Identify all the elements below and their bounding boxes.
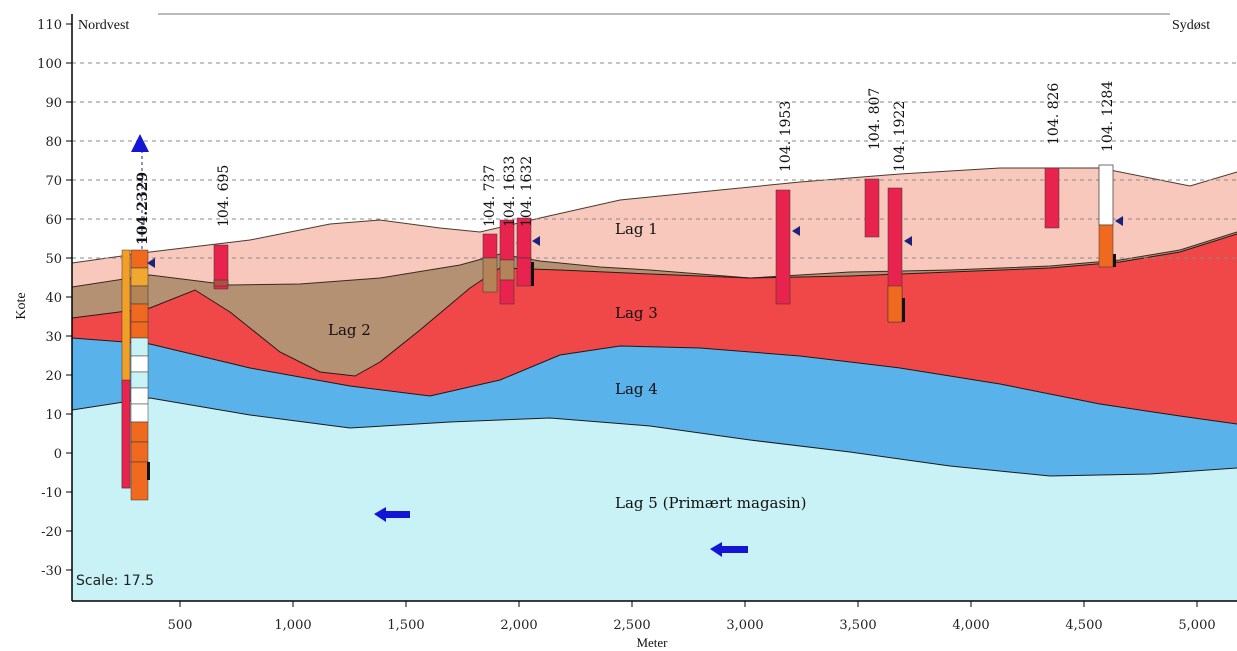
borehole-104-807 — [864, 178, 880, 238]
direction-label-northwest: Nordvest — [78, 18, 129, 33]
borehole-label: 104. 1632 — [519, 156, 535, 227]
borehole-label: 104. 1953 — [778, 101, 794, 172]
direction-label-southeast: Sydøst — [1172, 18, 1210, 33]
layer-5 — [72, 398, 1237, 601]
water-level-marker-icon — [1115, 216, 1123, 226]
borehole-labels: 104.2329 104. 695 104. 737 104. 1633 104… — [135, 81, 1116, 245]
water-level-marker-icon — [904, 236, 912, 246]
water-level-marker-icon — [532, 236, 540, 246]
borehole-label: 104. 695 — [216, 165, 232, 227]
borehole-label: 104. 1284 — [1100, 81, 1116, 152]
flow-arrows — [374, 507, 748, 557]
y-tick-label: 50 — [45, 252, 62, 267]
y-tick-label: 80 — [45, 135, 62, 150]
y-tick-label: 20 — [45, 369, 62, 384]
y-tick-label: 70 — [45, 174, 62, 189]
boreholes — [121, 134, 1123, 501]
borehole-104-1633 — [499, 219, 524, 305]
water-level-marker-icon — [147, 258, 155, 268]
x-tick-label: 2,500 — [613, 618, 650, 633]
layer-4 — [72, 338, 1237, 476]
borehole-label: 104. 737 — [482, 165, 498, 227]
layer-2 — [72, 232, 1237, 376]
borehole-104-1922 — [887, 187, 912, 323]
y-tick-label: -20 — [41, 525, 62, 540]
x-tick-label: 5,000 — [1178, 618, 1215, 633]
y-tick-label: -10 — [41, 486, 62, 501]
x-tick-label: 3,500 — [839, 618, 876, 633]
borehole-104-1953 — [775, 189, 800, 305]
x-tick-label: 4,000 — [952, 618, 989, 633]
layer-label-5: Lag 5 (Primært magasin) — [615, 494, 807, 512]
x-tick-label: 1,500 — [387, 618, 424, 633]
borehole-label: 104. 1633 — [502, 156, 518, 227]
gridlines — [72, 62, 1237, 259]
geology-layers — [71, 167, 1237, 601]
borehole-104-1632 — [516, 217, 540, 287]
y-tick-label: 30 — [45, 330, 62, 345]
borehole-104-826 — [1044, 167, 1060, 229]
y-axis-ticks — [66, 23, 72, 571]
scale-label: Scale: 17.5 — [76, 573, 154, 589]
borehole-104-2329 — [121, 134, 155, 501]
x-axis-tick-labels: 500 1,000 1,500 2,000 2,500 3,000 3,500 … — [168, 618, 1216, 633]
x-axis-title: Meter — [636, 635, 668, 650]
layer-label-4: Lag 4 — [615, 380, 658, 398]
y-tick-label: 110 — [37, 18, 62, 33]
borehole-104-1284 — [1098, 164, 1123, 268]
layer-label-1: Lag 1 — [615, 220, 658, 238]
layer-label-2: Lag 2 — [328, 321, 371, 339]
borehole-label: 104. 807 — [867, 88, 883, 150]
x-tick-label: 500 — [168, 618, 193, 633]
y-tick-label: 100 — [37, 57, 62, 72]
layer-1 — [72, 168, 1237, 287]
x-tick-label: 2,000 — [500, 618, 537, 633]
y-tick-label: 0 — [54, 447, 62, 462]
y-axis-tick-labels: 110 100 90 80 70 60 50 40 30 20 10 0 -10… — [37, 18, 62, 579]
borehole-label: 104. 826 — [1046, 83, 1062, 145]
y-tick-label: 10 — [45, 408, 62, 423]
borehole-104-737 — [482, 233, 498, 293]
artesian-arrow-icon — [131, 134, 149, 152]
borehole-104-695 — [213, 244, 229, 290]
water-level-marker-icon — [792, 226, 800, 236]
x-tick-label: 1,000 — [274, 618, 311, 633]
borehole-label: 104. 1922 — [892, 101, 908, 172]
layer-label-3: Lag 3 — [615, 304, 658, 322]
layer-3 — [72, 234, 1237, 424]
y-tick-label: -30 — [41, 564, 62, 579]
y-tick-label: 90 — [45, 96, 62, 111]
y-tick-label: 40 — [45, 291, 62, 306]
y-tick-label: 60 — [45, 213, 62, 228]
flow-arrow-left-icon — [374, 507, 410, 522]
flow-arrow-left-icon — [710, 542, 748, 557]
borehole-label: 104.2329 — [135, 172, 151, 245]
x-axis-ticks — [179, 601, 1198, 607]
y-axis-title: Kote — [14, 292, 29, 319]
layer-labels: Lag 1 Lag 2 Lag 3 Lag 4 Lag 5 (Primært m… — [328, 220, 807, 512]
x-tick-label: 4,500 — [1065, 618, 1102, 633]
x-tick-label: 3,000 — [726, 618, 763, 633]
